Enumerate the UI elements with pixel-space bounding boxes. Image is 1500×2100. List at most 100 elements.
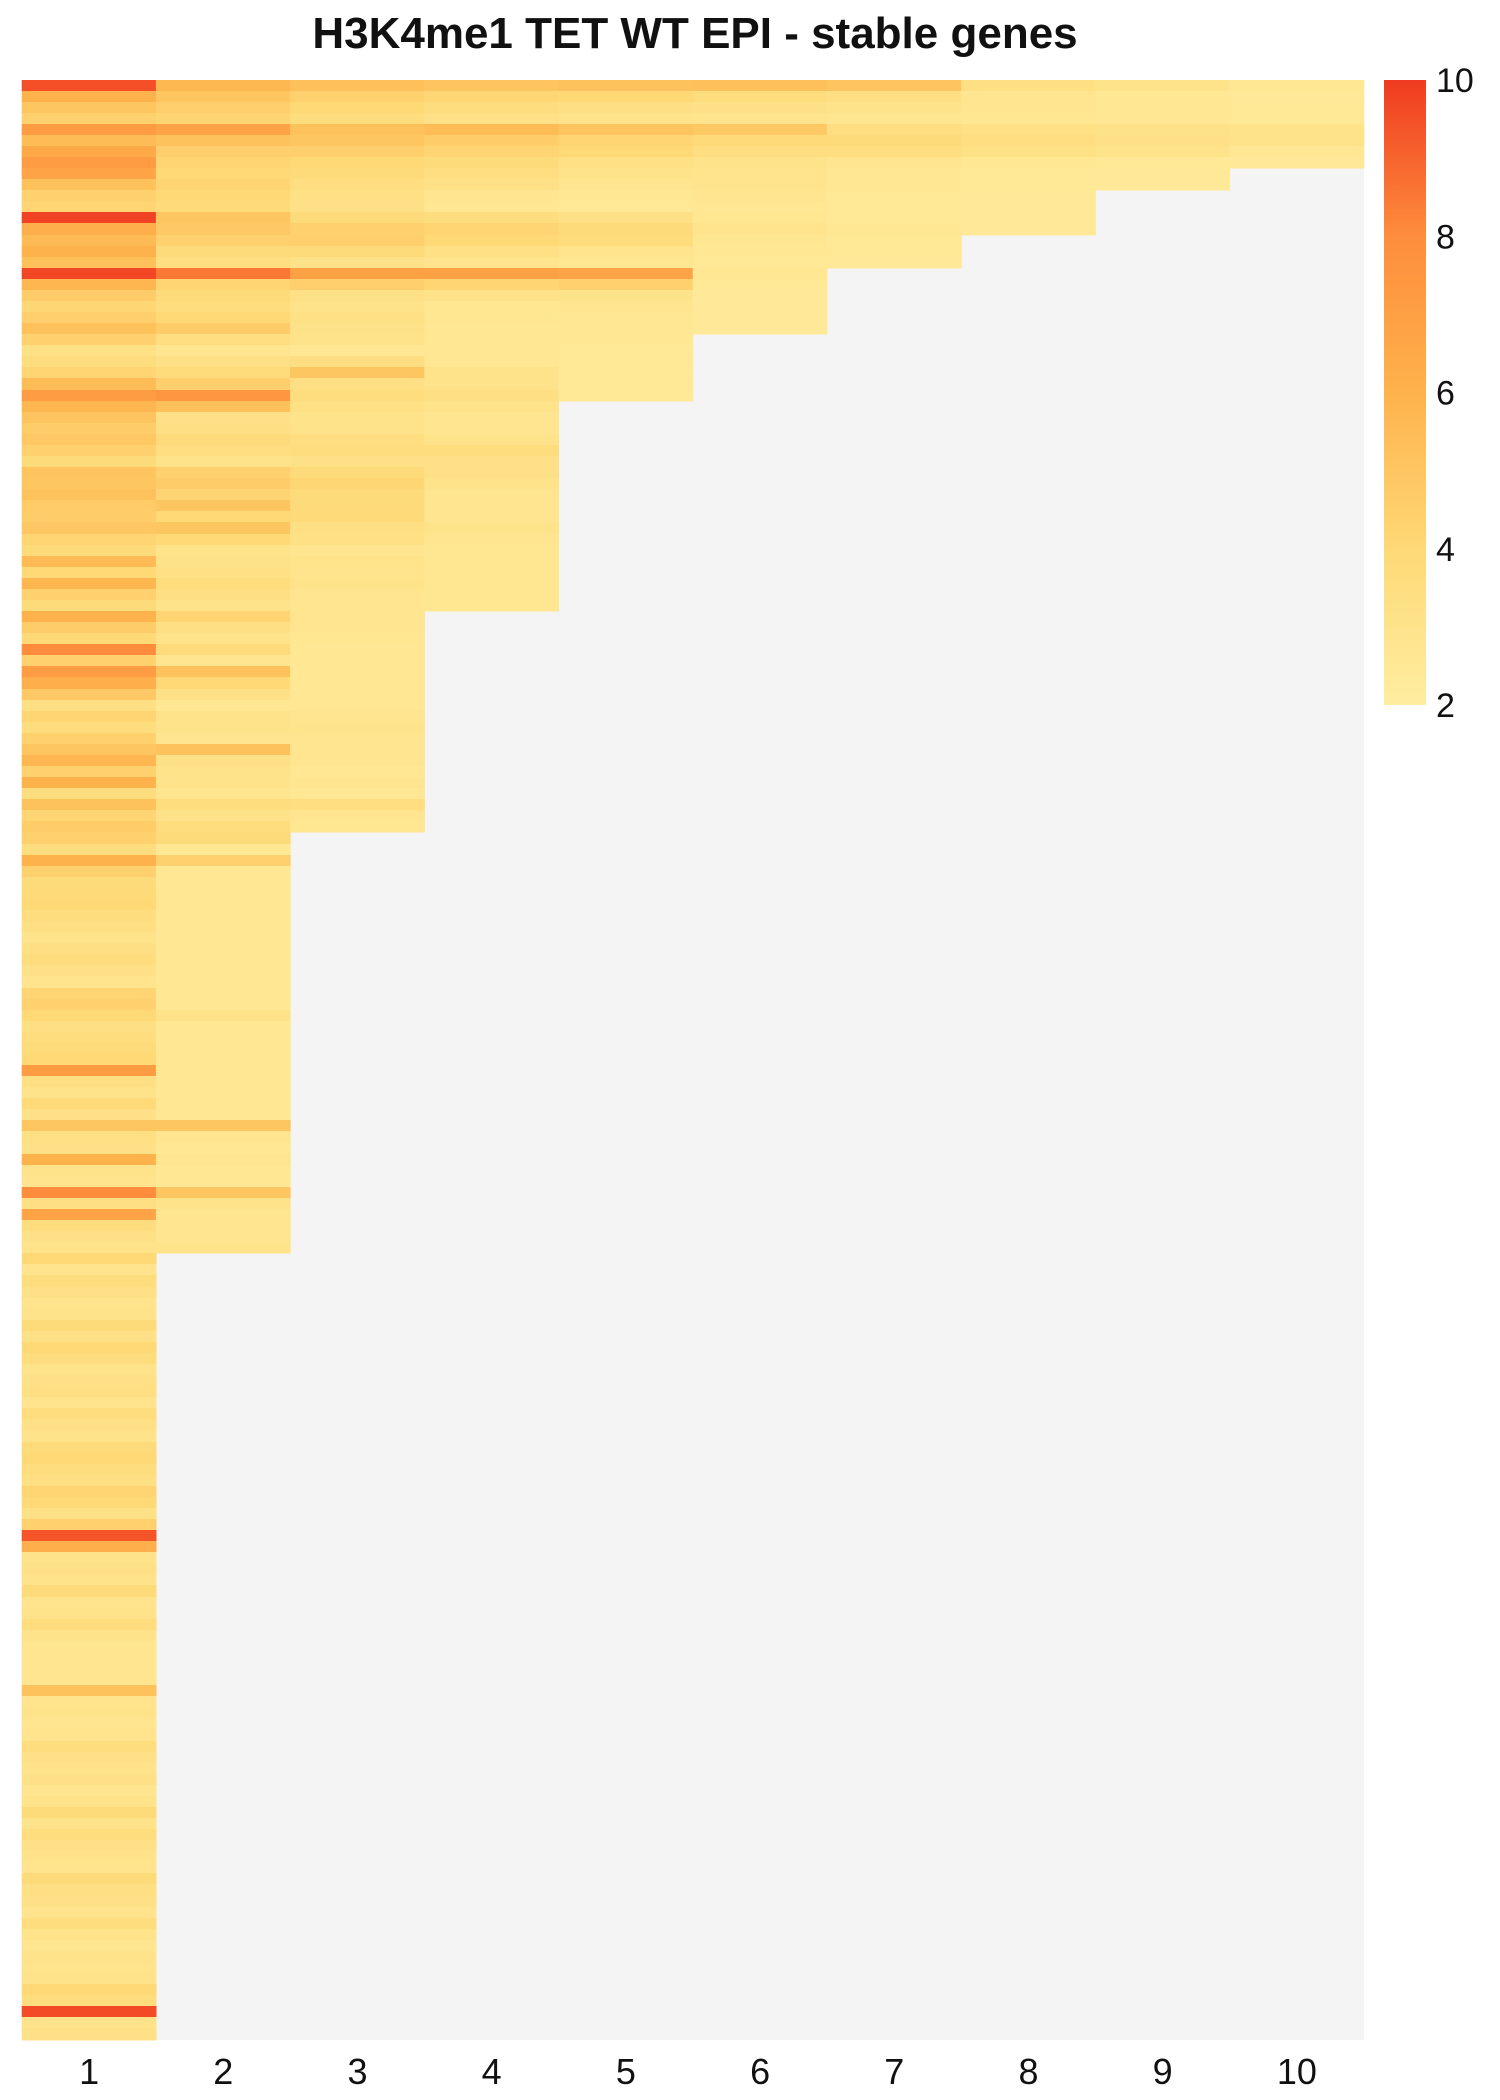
heatmap-cell [424,223,560,236]
heatmap-cell [1095,91,1231,103]
heatmap-cell [424,91,560,103]
heatmap-cell [21,1021,157,1033]
heatmap-cell [155,323,291,335]
heatmap-cell [155,190,291,202]
heatmap-cell [961,179,1096,191]
heatmap-cell [21,1098,157,1110]
heatmap-cell [155,157,291,169]
heatmap-cell [1229,80,1365,92]
heatmap-cell [290,633,425,645]
heatmap-cell [826,113,962,125]
heatmap-cell [424,135,560,147]
heatmap-cell [21,866,157,878]
heatmap-cell [21,766,157,778]
heatmap-cell [155,80,291,92]
heatmap-cell [558,168,694,180]
heatmap-cell [21,965,157,977]
heatmap-cell [21,301,157,313]
heatmap-cell [424,456,560,468]
heatmap-cell [290,257,425,269]
x-tick-label: 7 [884,2051,904,2092]
heatmap-cell [21,1231,157,1243]
heatmap-cell [155,1120,291,1132]
heatmap-cell [21,124,157,136]
heatmap-cell [692,124,828,136]
heatmap-cell [290,102,425,114]
heatmap-cell [21,1973,157,1985]
heatmap-cell [155,135,291,147]
heatmap-cell [290,246,425,258]
heatmap-cell [155,290,291,302]
heatmap-cell [558,246,694,258]
heatmap-cell [290,644,425,656]
heatmap-cell [21,810,157,822]
heatmap-cell [155,755,291,767]
heatmap-cell [155,168,291,180]
heatmap-cell [21,1032,157,1044]
heatmap-cell [692,301,828,313]
heatmap-cell [21,434,157,446]
heatmap-cell [558,378,694,391]
heatmap-cell [558,212,694,224]
heatmap-cell [155,976,291,989]
heatmap-cell [290,434,425,446]
heatmap-cell [21,999,157,1011]
heatmap-cell [21,1143,157,1155]
heatmap-cell [558,279,694,291]
heatmap-cell [21,1176,157,1188]
heatmap-cell [1229,102,1365,114]
heatmap-cell [21,1862,157,1874]
heatmap-cell [21,1364,157,1376]
heatmap-cell [155,1032,291,1044]
heatmap-cell [21,1718,157,1730]
heatmap-cell [826,146,962,158]
heatmap-cell [155,1242,291,1254]
heatmap-cell [21,1453,157,1465]
heatmap-cell [21,334,157,346]
heatmap-cell [290,622,425,634]
heatmap-cell [155,1021,291,1033]
heatmap-cell [692,157,828,169]
heatmap-cell [21,799,157,811]
heatmap-cell [155,733,291,745]
heatmap-cell [21,157,157,169]
heatmap-cell [155,988,291,1000]
heatmap-cell [21,1563,157,1575]
heatmap-cell [290,578,425,590]
heatmap-cell [21,666,157,678]
heatmap-cell [826,80,962,92]
heatmap-cell [21,1375,157,1387]
heatmap-cell [155,467,291,479]
heatmap-cell [692,179,828,191]
heatmap-cell [155,655,291,667]
heatmap-cell [424,257,560,269]
heatmap-cell [155,578,291,590]
heatmap-cell [961,91,1096,103]
heatmap-cell [21,1486,157,1498]
heatmap-cell [155,821,291,833]
heatmap-cell [21,511,157,523]
heatmap-cell [21,212,157,224]
heatmap-cell [1095,80,1231,92]
heatmap-cell [155,1176,291,1188]
heatmap-cell [290,445,425,457]
heatmap-cell [21,1851,157,1863]
heatmap-cell [21,2017,157,2029]
heatmap-cell [21,1065,157,1077]
heatmap-cell [21,235,157,247]
heatmap-cell [155,589,291,601]
heatmap-cell [21,1707,157,1719]
heatmap-cell [21,1309,157,1321]
colorbar-tick-label: 10 [1436,62,1474,100]
heatmap-cell [21,102,157,114]
heatmap-cell [558,268,694,280]
heatmap-cell [21,246,157,258]
heatmap-cell [290,201,425,213]
heatmap-cell [21,2006,157,2018]
heatmap-cell [155,1131,291,1144]
colorbar [1384,80,1426,705]
heatmap-cell [155,633,291,645]
heatmap-cell [290,456,425,468]
heatmap-cell [21,844,157,856]
heatmap-cell [424,434,560,446]
